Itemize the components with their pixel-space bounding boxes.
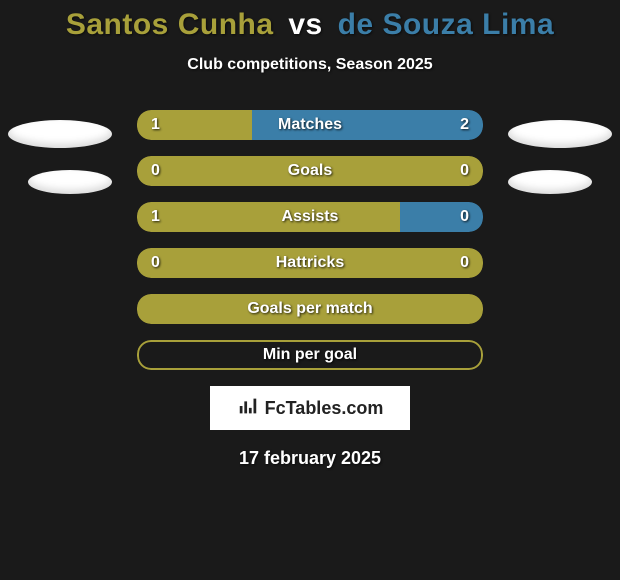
subtitle: Club competitions, Season 2025 [0, 56, 620, 74]
brand-badge: FcTables.com [210, 386, 410, 430]
page-title: Santos Cunha vs de Souza Lima [0, 8, 620, 42]
bar-label: Min per goal [137, 340, 483, 370]
chart-container: Santos Cunha vs de Souza Lima Club compe… [0, 0, 620, 580]
bar-value-left: 0 [151, 248, 191, 278]
brand-text: FcTables.com [265, 398, 384, 419]
bar-value-right: 2 [429, 110, 469, 140]
chart-area: 12Matches00Goals10Assists00HattricksGoal… [0, 110, 620, 370]
bar-value-right: 0 [429, 156, 469, 186]
bar-row: Min per goal [137, 340, 483, 370]
bar-seg-full [137, 294, 483, 324]
avatar-right-2 [508, 170, 592, 194]
vs-text: vs [288, 8, 322, 41]
bar-row: 10Assists [137, 202, 483, 232]
brand-icon [237, 395, 259, 422]
bar-border [137, 340, 483, 370]
player1-name: Santos Cunha [66, 8, 274, 41]
bar-row: 00Hattricks [137, 248, 483, 278]
bar-value-right: 0 [429, 248, 469, 278]
avatar-right-1 [508, 120, 612, 148]
bar-value-right: 0 [429, 202, 469, 232]
bar-row: 12Matches [137, 110, 483, 140]
date-text: 17 february 2025 [0, 448, 620, 469]
player2-name: de Souza Lima [338, 8, 555, 41]
avatar-left-1 [8, 120, 112, 148]
bar-row: 00Goals [137, 156, 483, 186]
bar-value-left: 1 [151, 202, 191, 232]
avatar-left-2 [28, 170, 112, 194]
bars-list: 12Matches00Goals10Assists00HattricksGoal… [137, 110, 483, 370]
bar-value-left: 0 [151, 156, 191, 186]
bar-value-left: 1 [151, 110, 191, 140]
bar-row: Goals per match [137, 294, 483, 324]
